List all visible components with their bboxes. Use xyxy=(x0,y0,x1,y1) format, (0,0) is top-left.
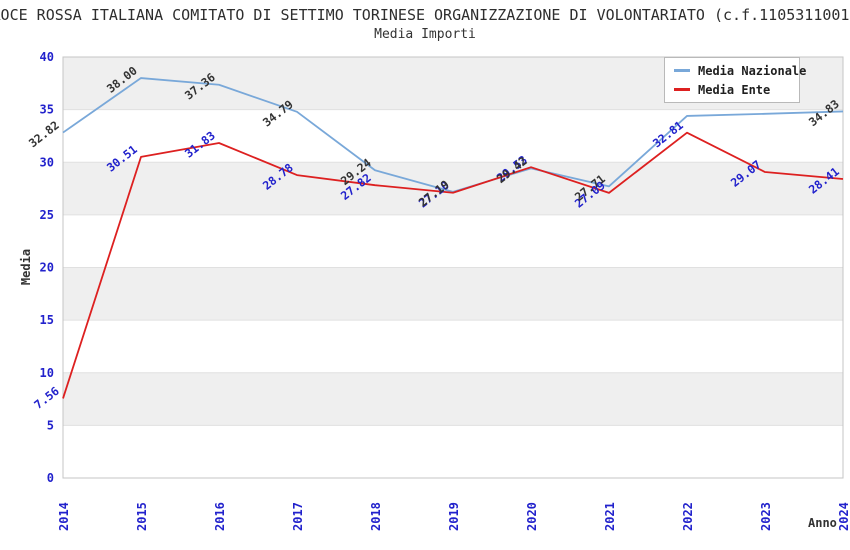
x-tick-label: 2021 xyxy=(603,502,617,531)
series-line-media-ente xyxy=(62,131,844,399)
x-tick-label: 2023 xyxy=(759,502,773,531)
legend-label-ente: Media Ente xyxy=(698,82,771,97)
x-tick-label: 2024 xyxy=(837,502,850,531)
plot-band xyxy=(63,162,843,215)
plot-band xyxy=(63,372,843,426)
y-tick-label: 5 xyxy=(47,418,54,432)
x-tick-label: 2016 xyxy=(213,502,227,531)
y-tick-label: 15 xyxy=(40,313,54,327)
x-tick-label: 2019 xyxy=(447,502,461,531)
legend-swatch-ente-icon xyxy=(674,88,690,91)
plot-band xyxy=(63,320,843,373)
plot-border xyxy=(62,56,844,479)
y-axis-title: Media xyxy=(19,249,33,285)
plot-band xyxy=(63,214,843,268)
legend-label-nazionale: Media Nazionale xyxy=(698,63,807,78)
chart-title: CROCE ROSSA ITALIANA COMITATO DI SETTIMO… xyxy=(0,6,850,24)
legend: Media Nazionale Media Ente xyxy=(664,57,806,103)
plot-band xyxy=(63,109,843,163)
chart-subtitle: Media Importi xyxy=(374,27,476,42)
series-line-media-nazionale xyxy=(62,77,844,193)
plot-band xyxy=(63,425,843,478)
legend-swatch-nazionale-icon xyxy=(674,69,690,72)
y-tick-label: 35 xyxy=(40,103,54,117)
x-tick-label: 2022 xyxy=(681,502,695,531)
x-tick-label: 2018 xyxy=(369,502,383,531)
x-tick-label: 2020 xyxy=(525,502,539,531)
y-tick-label: 0 xyxy=(47,471,54,485)
plot-band xyxy=(63,267,843,321)
y-tick-label: 20 xyxy=(40,261,54,275)
x-tick-label: 2014 xyxy=(57,502,71,531)
data-label-media-ente: 7.56 xyxy=(31,384,62,412)
y-tick-label: 40 xyxy=(40,50,54,64)
y-tick-label: 30 xyxy=(40,155,54,169)
x-tick-label: 2017 xyxy=(291,502,305,531)
y-tick-label: 25 xyxy=(40,208,54,222)
legend-item-media-ente: Media Ente xyxy=(674,83,799,97)
chart-title-clip: CROCE ROSSA ITALIANA COMITATO DI SETTIMO… xyxy=(0,4,850,26)
legend-item-media-nazionale: Media Nazionale xyxy=(674,64,806,78)
data-label-media-nazionale: 32.82 xyxy=(26,118,62,150)
x-axis-title: Anno xyxy=(808,516,837,530)
y-tick-label: 10 xyxy=(40,366,54,380)
x-tick-label: 2015 xyxy=(135,502,149,531)
